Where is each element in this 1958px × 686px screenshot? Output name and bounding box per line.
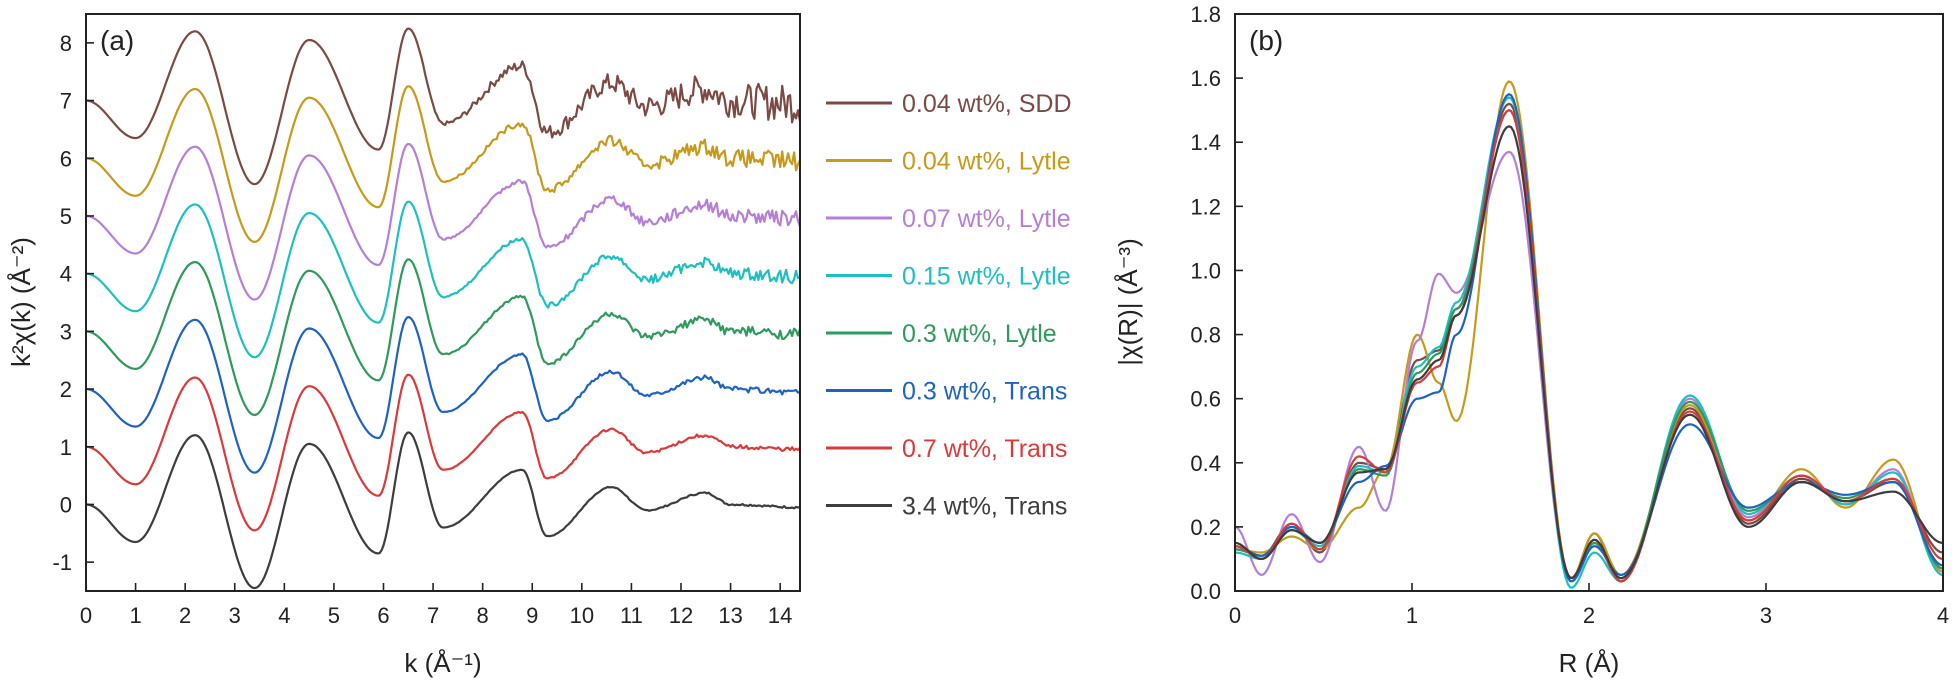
legend-item: 3.4 wt%, Trans	[826, 493, 1067, 521]
y-tick-label: 1	[60, 435, 72, 460]
series-a-3-4-wt-trans	[85, 431, 801, 590]
y-tick-label: 0.6	[1190, 387, 1221, 412]
series-a-0-07-wt-lytle	[85, 142, 802, 301]
panel-a-label: (a)	[100, 25, 134, 56]
panel-b-y-ticks: 0.0 0.2 0.4 0.6 0.8 1.0 1.2 1.4 1.6 1.8	[1190, 2, 1243, 604]
series-a-0-04-wt-sdd	[85, 27, 802, 186]
series-b-0-3-wt-trans	[1234, 93, 1944, 583]
panel-b-plot-area	[1234, 80, 1944, 589]
x-tick-label: 0	[80, 603, 92, 628]
y-tick-label: 0	[60, 492, 72, 517]
x-tick-label: 2	[179, 603, 191, 628]
y-tick-label: 7	[60, 89, 72, 114]
y-tick-label: 5	[60, 204, 72, 229]
y-tick-label: 1.8	[1190, 2, 1221, 27]
x-tick-label: 11	[620, 603, 643, 628]
x-tick-label: 6	[377, 603, 389, 628]
x-tick-label: 1	[129, 603, 141, 628]
series-b-3-4-wt-trans	[1234, 125, 1944, 580]
x-tick-label: 5	[328, 603, 340, 628]
panel-a-x-label: k (Å⁻¹)	[404, 648, 481, 678]
x-tick-label: 12	[669, 603, 693, 628]
legend-label: 0.07 wt%, Lytle	[902, 205, 1071, 233]
y-tick-label: 6	[60, 146, 72, 171]
series-b-0-07-wt-lytle	[1234, 150, 1944, 583]
y-tick-label: 0.2	[1190, 515, 1221, 540]
legend-label: 3.4 wt%, Trans	[902, 493, 1067, 521]
y-tick-label: 2	[60, 377, 72, 402]
y-tick-label: -1	[52, 550, 72, 575]
y-tick-label: 1.0	[1190, 258, 1221, 283]
legend-item: 0.3 wt%, Lytle	[826, 320, 1057, 348]
panel-b-label: (b)	[1249, 25, 1283, 56]
x-tick-label: 8	[477, 603, 489, 628]
y-tick-label: 0.0	[1190, 579, 1221, 604]
series-a-0-3-wt-lytle	[85, 258, 802, 417]
y-tick-label: 1.4	[1190, 130, 1221, 155]
legend-item: 0.07 wt%, Lytle	[826, 205, 1071, 233]
panel-a-frame	[85, 13, 801, 592]
legend-item: 0.04 wt%, Lytle	[826, 148, 1071, 176]
panel-a-y-ticks: -1 0 1 2 3 4 5 6 7 8	[52, 31, 94, 575]
panel-b-y-label: |χ(R)| (Å⁻³)	[1113, 238, 1143, 366]
x-tick-label: 2	[1583, 603, 1595, 628]
x-tick-label: 3	[229, 603, 241, 628]
legend-label: 0.3 wt%, Lytle	[902, 320, 1057, 348]
x-tick-label: 9	[526, 603, 538, 628]
legend-item: 0.3 wt%, Trans	[826, 378, 1067, 406]
panel-b-x-ticks: 0 1 2 3 4	[1229, 583, 1949, 628]
x-tick-label: 10	[570, 603, 594, 628]
panel-b: 0 1 2 3 4 0.0 0.2 0.4 0.6 0.8 1.0 1.2 1.4 1.6 1.8 (b)…	[1113, 2, 1949, 678]
panel-a-legend: 0.04 wt%, SDD 0.04 wt%, Lytle 0.07 wt%, Ly…	[826, 90, 1072, 521]
legend-label: 0.3 wt%, Trans	[902, 378, 1067, 406]
y-tick-label: 1.2	[1190, 194, 1221, 219]
y-tick-label: 0.4	[1190, 451, 1221, 476]
x-tick-label: 7	[427, 603, 439, 628]
legend-label: 0.7 wt%, Trans	[902, 435, 1067, 463]
x-tick-label: 4	[1937, 603, 1949, 628]
legend-label: 0.04 wt%, SDD	[902, 90, 1072, 118]
y-tick-label: 0.8	[1190, 323, 1221, 348]
legend-item: 0.7 wt%, Trans	[826, 435, 1067, 463]
panel-a-plot-area	[85, 27, 802, 590]
legend-item: 0.15 wt%, Lytle	[826, 263, 1071, 291]
x-tick-label: 13	[718, 603, 742, 628]
y-tick-label: 3	[60, 319, 72, 344]
legend-label: 0.15 wt%, Lytle	[902, 263, 1071, 291]
x-tick-label: 0	[1229, 603, 1241, 628]
y-tick-label: 4	[60, 262, 72, 287]
x-tick-label: 1	[1406, 603, 1418, 628]
x-tick-label: 4	[278, 603, 290, 628]
series-b-0-15-wt-lytle	[1234, 96, 1944, 589]
x-tick-label: 3	[1760, 603, 1772, 628]
series-a-0-04-wt-lytle	[85, 85, 801, 243]
y-tick-label: 8	[60, 31, 72, 56]
series-a-0-7-wt-trans	[85, 373, 801, 532]
panel-a-y-label: k²χ(k) (Å⁻²)	[6, 237, 36, 367]
series-a-0-3-wt-trans	[85, 316, 801, 474]
series-a-0-15-wt-lytle	[85, 200, 801, 359]
panel-b-x-label: R (Å)	[1559, 648, 1620, 678]
panel-a-x-ticks: 0 1 2 3 4 5 6 7 8 9 10 11 12 13 14	[80, 583, 792, 628]
x-tick-label: 14	[768, 603, 792, 628]
y-tick-label: 1.6	[1190, 66, 1221, 91]
legend-label: 0.04 wt%, Lytle	[902, 148, 1071, 176]
legend-item: 0.04 wt%, SDD	[826, 90, 1072, 118]
